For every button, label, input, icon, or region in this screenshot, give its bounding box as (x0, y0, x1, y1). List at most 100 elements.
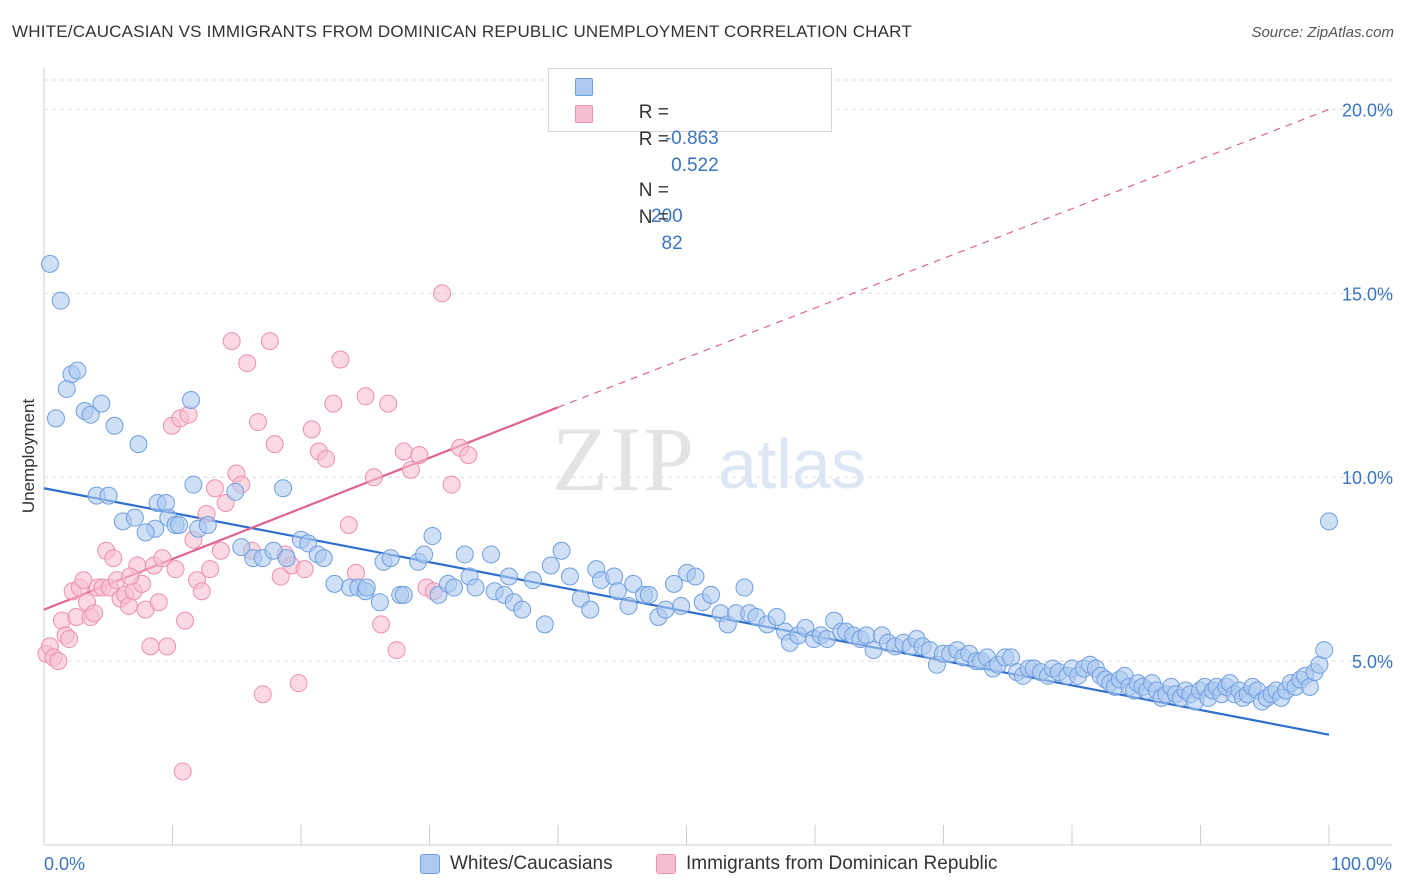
data-point-white (639, 585, 658, 604)
data-point-white (226, 482, 245, 501)
axes: 5.0% 10.0% 15.0% 20.0% (43, 68, 1393, 846)
y-tick-label: 5.0% (1352, 652, 1393, 672)
data-point-dominican (74, 571, 93, 590)
bottom-legend-swatch-dominican (656, 854, 676, 874)
bottom-legend-white: Whites/Caucasians (420, 852, 613, 876)
data-point-dominican (289, 674, 308, 693)
data-point-white (624, 574, 643, 593)
legend-n-value-white: 200 (650, 206, 683, 227)
data-point-dominican (238, 354, 257, 373)
data-point-white (535, 615, 554, 634)
data-point-dominican (201, 560, 220, 579)
data-point-white (523, 571, 542, 590)
data-point-dominican (205, 479, 224, 498)
data-point-white (735, 578, 754, 597)
data-point-dominican (60, 630, 79, 649)
data-point-dominican (394, 442, 413, 461)
data-point-dominican (260, 332, 279, 351)
data-point-white (608, 582, 627, 601)
data-point-dominican (265, 435, 284, 454)
data-point-white (314, 549, 333, 568)
data-point-white (560, 567, 579, 586)
y-tick-label: 20.0% (1342, 100, 1393, 120)
bottom-legend-dominican: Immigrants from Dominican Republic (656, 852, 998, 876)
data-point-white (664, 574, 683, 593)
data-point-dominican (166, 560, 185, 579)
data-point-dominican (192, 582, 211, 601)
data-point-dominican (153, 549, 172, 568)
data-point-dominican (222, 332, 241, 351)
data-point-white (68, 361, 87, 380)
data-point-white (198, 516, 217, 535)
data-point-white (136, 523, 155, 542)
x-tick-label-max: 100.0% (1331, 854, 1392, 874)
watermark: ZIP atlas (552, 408, 866, 510)
data-point-white (394, 585, 413, 604)
data-point-dominican (104, 549, 123, 568)
data-point-white (370, 593, 389, 612)
data-point-dominican (331, 350, 350, 369)
data-point-dominican (176, 611, 195, 630)
data-point-dominican (141, 637, 160, 656)
data-point-white (170, 516, 189, 535)
data-point-white (767, 607, 786, 626)
data-point-white (499, 567, 518, 586)
data-point-white (466, 578, 485, 597)
data-point-white (232, 538, 251, 557)
data-point-white (656, 600, 675, 619)
data-point-white (156, 493, 175, 512)
data-point-white (81, 405, 100, 424)
data-point-white (129, 435, 148, 454)
data-point-white (99, 486, 118, 505)
legend-swatch-dominican (575, 105, 593, 123)
data-point-dominican (158, 637, 177, 656)
data-point-dominican (149, 593, 168, 612)
data-point-white (92, 394, 111, 413)
legend-r-value-dominican: 0.522 (671, 155, 719, 176)
data-point-dominican (253, 685, 272, 704)
watermark-zip: ZIP (552, 408, 696, 510)
legend-r-label: R = (638, 102, 669, 123)
data-point-dominican (179, 405, 198, 424)
legend-n-value-dominican: 82 (661, 233, 683, 254)
data-point-dominican (49, 652, 68, 671)
legend-r-label: R = (638, 129, 669, 150)
y-tick-label: 10.0% (1342, 468, 1393, 488)
data-point-white (357, 578, 376, 597)
data-point-white (325, 574, 344, 593)
data-point-dominican (401, 460, 420, 479)
data-point-dominican (302, 420, 321, 439)
data-point-dominican (121, 567, 140, 586)
data-point-white (1315, 641, 1334, 660)
watermark-atlas: atlas (718, 425, 866, 503)
data-point-white (415, 545, 434, 564)
correlation-legend: R = -0.863 N = 200 R = 0.522 N = 82 (548, 68, 832, 254)
data-point-white (513, 600, 532, 619)
data-point-white (864, 641, 883, 660)
data-point-white (381, 549, 400, 568)
data-point-white (702, 585, 721, 604)
data-point-white (423, 527, 442, 546)
data-point-dominican (459, 446, 478, 465)
bottom-legend-label-dominican: Immigrants from Dominican Republic (686, 853, 998, 874)
y-axis-label: Unemployment (19, 399, 38, 514)
data-point-white (672, 596, 691, 615)
data-point-white (605, 567, 624, 586)
legend-n-label: N = (638, 180, 669, 201)
data-point-dominican (364, 468, 383, 487)
data-point-dominican (410, 446, 429, 465)
data-point-white (445, 578, 464, 597)
data-point-dominican (387, 641, 406, 660)
series-dominican-points (37, 284, 478, 781)
data-point-dominican (442, 475, 461, 494)
data-point-dominican (433, 284, 452, 303)
data-point-white (581, 600, 600, 619)
data-point-white (274, 479, 293, 498)
data-point-dominican (295, 560, 314, 579)
data-point-dominican (211, 541, 230, 560)
legend-n-label: N = (638, 207, 669, 228)
data-point-white (125, 508, 144, 527)
data-point-dominican (372, 615, 391, 634)
data-point-dominican (85, 604, 104, 623)
data-point-white (817, 630, 836, 649)
